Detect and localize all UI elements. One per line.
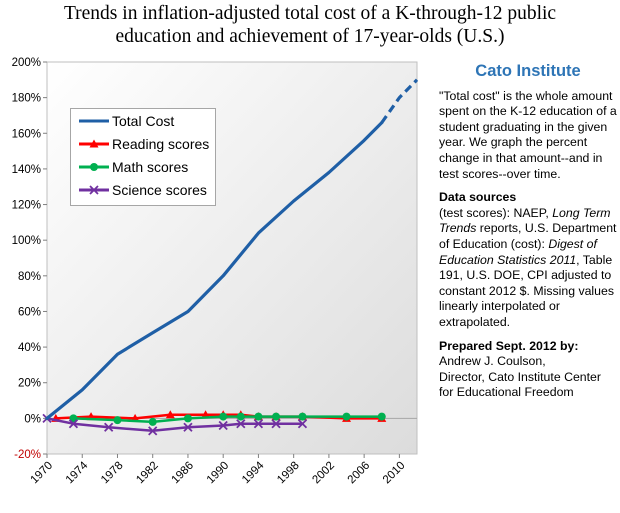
x-tick-label: 1982: [134, 460, 161, 487]
prepared-line: Andrew J. Coulson,: [439, 354, 546, 369]
y-tick-label: 160%: [12, 128, 41, 140]
legend-swatch-marker: [89, 139, 99, 148]
series-total-cost: [45, 78, 419, 420]
intro-text: "Total cost" is the whole amount spent o…: [439, 88, 617, 181]
x-tick-label: 1970: [29, 460, 56, 487]
chart-title-line-2: education and achievement of 17-year-old…: [115, 26, 505, 47]
x-marker-stroke: [297, 419, 308, 429]
x-marker-stroke: [218, 420, 228, 431]
data-point-math-scores: [298, 412, 307, 421]
x-marker-stroke: [68, 419, 79, 429]
data-point-math-scores: [377, 412, 386, 421]
data-point-math-scores: [272, 412, 281, 421]
y-tick-label: -20%: [14, 449, 41, 461]
series-projection-total-cost: [380, 78, 419, 124]
series-line-science-scores: [45, 417, 304, 433]
data-point-science-scores: [253, 419, 264, 429]
x-marker-stroke: [253, 419, 264, 429]
data-sources-text-1: (test scores): NAEP,: [439, 205, 553, 220]
data-point-math-scores: [342, 412, 351, 421]
chart-title-line-1: Trends in inflation-adjusted total cost …: [63, 3, 557, 24]
data-sources-heading: Data sources: [439, 190, 517, 205]
data-point-math-scores: [113, 416, 122, 425]
data-point-science-scores: [183, 422, 193, 432]
data-sources-italic-1: Long Term Trends: [439, 205, 611, 236]
legend-label: Math scores: [112, 159, 188, 175]
series-math-scores: [69, 412, 386, 426]
prepared-line: for Educational Freedom: [439, 385, 574, 400]
x-tick-label: 1990: [205, 460, 232, 487]
series-layer: [42, 78, 419, 436]
y-tick-label: 140%: [12, 164, 41, 176]
data-point-reading-scores: [165, 410, 175, 419]
legend-item-science-scores: Science scores: [79, 182, 207, 198]
sidebar: Cato Institute "Total cost" is the whole…: [439, 62, 617, 409]
data-point-science-scores: [271, 419, 281, 429]
data-sources-text-2: reports, U.S. Department of Education (c…: [439, 221, 617, 251]
y-tick-label: 60%: [18, 306, 41, 318]
x-marker-stroke: [183, 422, 193, 432]
y-tick-label: 20%: [18, 378, 41, 390]
x-marker-stroke: [236, 419, 246, 429]
prepared-by: Prepared Sept. 2012 by: Andrew J. Coulso…: [439, 339, 617, 401]
legend-swatches: Total Cost Reading scores Math scores Scien…: [79, 113, 209, 198]
x-tick-label: 2006: [346, 460, 373, 487]
y-tick-label: 100%: [12, 235, 41, 247]
legend-swatch-marker: [90, 163, 98, 171]
data-point-math-scores: [254, 412, 263, 421]
data-point-science-scores: [148, 426, 158, 436]
data-sources-text-3: , Table 191, U.S. DOE, CPI adjusted to c…: [439, 252, 614, 329]
data-point-math-scores: [219, 412, 228, 421]
x-tick-label: 2002: [310, 460, 337, 487]
legend-label: Reading scores: [112, 136, 209, 152]
legend-item-math-scores: Math scores: [79, 159, 188, 175]
legend-item-total-cost: Total Cost: [79, 113, 174, 129]
legend-item-reading-scores: Reading scores: [79, 136, 209, 152]
data-sources: Data sources (test scores): NAEP, Long T…: [439, 190, 617, 330]
y-tick-label: 120%: [12, 200, 41, 212]
data-point-math-scores: [183, 414, 192, 423]
chart-title: Trends in inflation-adjusted total cost …: [0, 2, 620, 48]
legend: Total Cost Reading scores Math scores Scien…: [70, 108, 216, 206]
data-point-science-scores: [218, 420, 228, 431]
y-tick-label: 80%: [18, 271, 41, 283]
data-point-science-scores: [297, 419, 308, 429]
y-tick-label: 180%: [12, 93, 41, 105]
data-sources-italic-2: Digest of Education Statistics 2011: [439, 236, 597, 267]
org-name: Cato Institute: [475, 62, 581, 80]
data-point-science-scores: [68, 419, 79, 429]
y-tick-label: 0%: [24, 413, 41, 425]
x-tick-label: 1998: [275, 460, 302, 487]
data-point-science-scores: [236, 419, 246, 429]
prepared-line: Director, Cato Institute Center: [439, 369, 601, 384]
legend-label: Science scores: [112, 182, 207, 198]
x-marker-stroke: [104, 422, 114, 432]
x-tick-label: 1978: [99, 460, 126, 487]
y-tick-label: 200%: [12, 57, 41, 69]
data-point-math-scores: [148, 417, 157, 426]
y-tick-label: 40%: [18, 342, 41, 354]
legend-swatch-marker: [89, 185, 99, 195]
x-marker-stroke: [271, 419, 281, 429]
series-line-total-cost: [45, 120, 384, 420]
x-marker-stroke: [148, 426, 158, 436]
x-tick-label: 1986: [169, 460, 196, 487]
x-tick-label: 1994: [240, 459, 267, 486]
x-tick-label: 2010: [381, 460, 408, 487]
x-marker-stroke: [89, 185, 99, 195]
legend-label: Total Cost: [112, 113, 174, 129]
data-point-math-scores: [69, 414, 78, 423]
data-point-science-scores: [104, 422, 114, 432]
data-point-math-scores: [236, 412, 245, 421]
x-tick-label: 1974: [64, 459, 91, 486]
prepared-heading: Prepared Sept. 2012 by:: [439, 338, 579, 353]
